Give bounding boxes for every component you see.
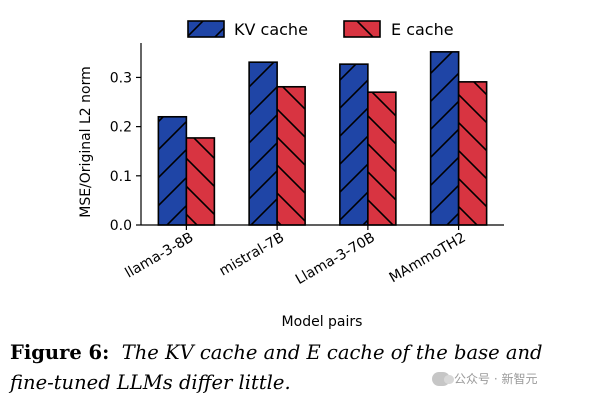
wechat-icon (432, 371, 454, 386)
legend-label-kv-cache: KV cache (234, 20, 308, 39)
watermark: 公众号 · 新智元 (432, 370, 537, 387)
y-axis-label: MSE/Original L2 norm (78, 66, 94, 218)
bar-hatch-e-cache-3 (457, 81, 488, 226)
legend-swatch-hatch-e-cache (343, 20, 381, 38)
x-tick-label-0: llama-3-8B (122, 230, 196, 282)
bar-hatch-kv-cache-0 (157, 115, 188, 226)
x-axis-label: Model pairs (282, 314, 363, 330)
x-tick-label-3: MAmmoTH2 (387, 230, 469, 287)
y-tick-label-2: 0.2 (110, 120, 132, 136)
watermark-text: 公众号 · 新智元 (454, 372, 538, 386)
y-tick-label-3: 0.3 (110, 70, 132, 86)
caption-text: The KV cache and E cache of the base and… (10, 341, 543, 394)
y-tick-label-1: 0.1 (110, 169, 132, 185)
bar-hatch-kv-cache-1 (248, 61, 278, 226)
bar-hatch-e-cache-2 (367, 91, 397, 226)
bar-hatch-kv-cache-3 (429, 51, 460, 226)
legend: KV cache E cache (187, 20, 454, 39)
figure-caption: Figure 6: The KV cache and E cache of th… (10, 338, 585, 398)
legend-label-e-cache: E cache (391, 20, 454, 39)
bar-hatch-e-cache-1 (276, 85, 306, 226)
legend-swatch-hatch-kv-cache (187, 20, 225, 38)
x-tick-label-2: Llama-3-70B (293, 230, 378, 288)
bar-hatch-kv-cache-2 (339, 63, 369, 226)
bar-chart: KV cache E cache 0.0 0.1 0.2 0.3 llama-3-8B mi… (78, 20, 504, 330)
caption-label: Figure 6: (10, 341, 110, 364)
x-tick-label-1: mistral-7B (217, 230, 287, 280)
bar-hatch-e-cache-0 (185, 137, 216, 226)
bars-group (157, 51, 488, 226)
y-tick-label-0: 0.0 (110, 218, 132, 234)
